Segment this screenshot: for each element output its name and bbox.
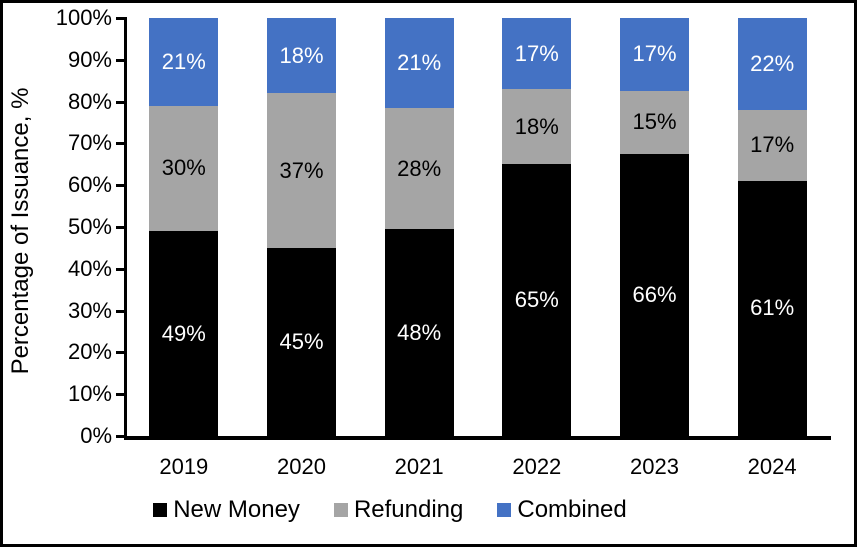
legend-swatch (153, 503, 168, 517)
bar-segment: 37% (267, 93, 336, 248)
y-tick-mark (116, 267, 125, 271)
bar-2024: 22% 17% 61% (737, 18, 807, 436)
bar-segment-label: 18% (279, 42, 324, 68)
bar-segment-label: 65% (514, 287, 559, 313)
y-tick-label: 70% (67, 130, 112, 156)
bar-2022: 17% 18% 65% (502, 18, 572, 436)
bar-segment-label: 48% (397, 319, 442, 345)
bar-segment: 30% (149, 105, 219, 232)
y-axis-line (124, 17, 127, 440)
y-tick-mark (116, 58, 125, 62)
y-tick-mark (116, 100, 125, 104)
y-tick-label: 10% (67, 381, 112, 407)
y-tick-label: 40% (67, 255, 112, 281)
x-axis-label: 2022 (512, 454, 562, 479)
legend-label: Refunding (353, 496, 464, 523)
bar-segment: 48% (384, 229, 454, 436)
bar-segment: 61% (737, 181, 807, 436)
y-tick-label: 20% (67, 339, 112, 365)
bar-segment: 28% (384, 108, 454, 230)
y-tick-mark (116, 309, 125, 313)
bar-segment: 17% (502, 18, 572, 90)
legend-swatch (333, 503, 348, 517)
y-tick-mark (116, 226, 125, 229)
y-tick-mark (116, 142, 125, 146)
y-tick-label: 30% (67, 297, 112, 323)
bar-segment: 18% (267, 18, 336, 94)
bar-segment: 66% (620, 154, 689, 436)
legend-item: New Money (153, 496, 300, 524)
x-axis-label: 2024 (747, 454, 797, 479)
x-axis-label: 2023 (630, 454, 679, 479)
bar-segment-label: 37% (279, 157, 324, 183)
bar-segment-label: 17% (750, 132, 795, 158)
bar-segment-label: 17% (632, 41, 677, 67)
bar-2023: 17% 15% 66% (620, 18, 689, 436)
bar-segment-label: 15% (632, 109, 677, 135)
bar-segment: 21% (149, 18, 219, 106)
bar-segment: 17% (737, 109, 807, 181)
legend-item: Refunding (333, 496, 464, 524)
bar-segment: 15% (620, 90, 689, 155)
y-tick-label: 60% (67, 172, 112, 198)
bar-segment-label: 45% (279, 328, 324, 354)
x-axis-line (124, 436, 831, 440)
y-tick-label: 50% (67, 214, 112, 239)
y-tick-label: 80% (67, 88, 112, 114)
x-axis-label: 2021 (394, 454, 444, 479)
y-tick-mark (116, 435, 125, 438)
bar-segment-label: 30% (161, 155, 206, 181)
legend-label: New Money (173, 496, 300, 523)
legend-item: Combined (497, 496, 627, 524)
bar-segment: 45% (267, 247, 336, 436)
x-axis-label: 2019 (159, 454, 209, 479)
legend: New Money Refunding Combined (125, 494, 655, 526)
bar-segment-label: 49% (161, 320, 206, 346)
x-axis-label: 2020 (277, 454, 326, 479)
bar-2019: 21% 30% 49% (149, 18, 219, 436)
y-tick-mark (116, 393, 125, 397)
bar-segment: 18% (502, 89, 572, 165)
y-tick-label: 90% (67, 46, 112, 72)
legend-swatch (497, 503, 512, 517)
bar-segment-label: 61% (750, 295, 795, 321)
bar-segment-label: 18% (514, 113, 559, 139)
bar-segment-label: 17% (514, 40, 559, 66)
bar-2020: 18% 37% 45% (267, 18, 336, 436)
bar-segment-label: 66% (632, 282, 677, 308)
bar-segment-label: 21% (161, 48, 206, 74)
bar-segment-label: 22% (750, 50, 795, 76)
bar-segment: 21% (384, 18, 454, 109)
bar-segment: 17% (620, 18, 689, 91)
bar-segment: 49% (149, 231, 219, 436)
bar-segment-label: 21% (397, 50, 442, 76)
y-tick-mark (116, 17, 125, 20)
legend-label: Combined (517, 496, 627, 523)
bar-segment-label: 28% (397, 155, 442, 181)
y-tick-label: 100% (55, 5, 112, 30)
bar-2021: 21% 28% 48% (384, 18, 454, 436)
y-tick-label: 0% (80, 423, 112, 448)
bar-segment: 22% (737, 18, 807, 110)
y-tick-mark (116, 351, 125, 355)
y-tick-mark (116, 184, 125, 188)
bar-segment: 65% (502, 164, 572, 436)
